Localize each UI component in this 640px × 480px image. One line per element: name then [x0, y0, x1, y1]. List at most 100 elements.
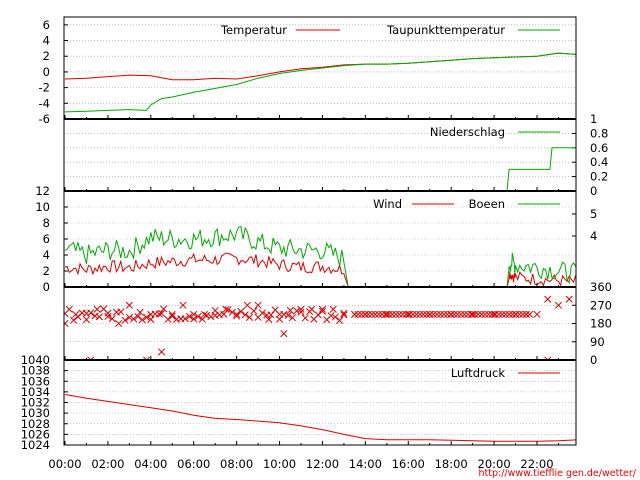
data-point: [243, 301, 251, 309]
data-point: [331, 313, 339, 321]
y-tick-label: -6: [39, 112, 50, 126]
y-tick-label: 1024: [21, 438, 50, 452]
y-tick-label: 6: [43, 232, 50, 246]
data-point: [416, 310, 424, 318]
footer-url[interactable]: http://www.tiefflie gen.de/wetter/: [479, 468, 637, 479]
legend-label: Temperatur: [220, 23, 287, 37]
data-point: [526, 310, 534, 318]
x-tick-label: 12:00: [306, 457, 339, 471]
data-point: [147, 315, 155, 323]
y-tick-label: 1036: [21, 374, 50, 388]
x-tick-label: 08:00: [220, 457, 253, 471]
y-tick-label: 8: [43, 216, 50, 230]
data-point: [467, 310, 475, 318]
data-point: [82, 316, 91, 324]
data-point: [484, 310, 493, 318]
data-point: [271, 306, 279, 314]
legend-label: Boeen: [469, 197, 505, 211]
data-point: [125, 313, 133, 322]
data-point: [502, 310, 510, 318]
data-point: [65, 305, 73, 313]
data-point: [402, 310, 410, 318]
data-point: [364, 310, 372, 318]
data-point: [222, 305, 230, 313]
x-tick-label: 22:00: [520, 457, 553, 471]
data-point: [203, 311, 211, 319]
y-tick-label: 4: [43, 34, 50, 48]
data-point: [512, 310, 520, 318]
y-tick-label: 1032: [21, 396, 50, 410]
data-point: [412, 310, 420, 318]
data-point: [399, 310, 407, 318]
y-tick-label: 4: [43, 248, 50, 262]
data-point: [460, 310, 469, 318]
data-point: [194, 312, 202, 321]
legend-label: Niederschlag: [430, 125, 505, 139]
y-tick-label: 10: [35, 200, 50, 214]
data-point: [419, 310, 427, 318]
data-point: [340, 309, 348, 317]
y-right-tick-label: 1: [590, 112, 597, 126]
data-point: [351, 310, 359, 318]
data-point: [164, 315, 172, 323]
data-point: [185, 312, 193, 321]
data-point: [318, 307, 327, 315]
data-point: [284, 311, 292, 319]
data-point: [233, 310, 241, 318]
data-point: [505, 310, 513, 318]
data-point: [250, 307, 258, 315]
data-point: [544, 356, 552, 360]
y-tick-label: 2: [43, 264, 50, 278]
data-point: [554, 301, 563, 309]
y-tick-label: 1028: [21, 417, 50, 431]
data-point: [508, 310, 517, 318]
data-point: [160, 305, 168, 313]
y-right-tick-label: 0.4: [590, 155, 608, 169]
y-tick-label: 6: [43, 18, 50, 32]
data-point: [134, 312, 142, 321]
data-point: [495, 310, 503, 318]
data-point: [136, 308, 144, 316]
data-point: [447, 310, 455, 318]
data-point: [522, 310, 530, 318]
data-point: [378, 310, 386, 318]
data-point: [117, 308, 125, 316]
data-point: [64, 319, 69, 328]
x-tick-label: 16:00: [392, 457, 425, 471]
data-point: [104, 309, 112, 317]
data-point: [381, 310, 390, 318]
legend-label: Luftdruck: [451, 366, 505, 380]
y-tick-label: 1038: [21, 364, 50, 378]
data-point: [286, 306, 294, 314]
data-point: [426, 310, 434, 318]
x-tick-label: 04:00: [134, 457, 167, 471]
data-point: [237, 307, 245, 316]
y-right-tick-label: 0: [590, 184, 597, 198]
legend-label: Wind: [373, 197, 402, 211]
data-point: [395, 310, 403, 318]
data-point: [306, 308, 314, 316]
data-point: [125, 301, 133, 309]
data-point: [157, 309, 166, 317]
y-tick-label: -2: [39, 81, 50, 95]
data-point: [108, 315, 116, 323]
panel-wind-direction: 360 270 180 90 0: [63, 280, 612, 367]
x-tick-label: 02:00: [91, 457, 124, 471]
data-point: [329, 305, 337, 313]
data-point: [474, 310, 482, 318]
data-point: [288, 314, 296, 322]
y-tick-label: 2: [43, 49, 50, 63]
data-point: [168, 312, 176, 320]
data-point: [301, 314, 309, 322]
data-point: [392, 310, 400, 318]
data-point: [297, 308, 305, 316]
data-point: [388, 310, 396, 318]
data-point: [577, 302, 583, 308]
series-line-boeen: [64, 225, 576, 287]
data-point: [336, 316, 344, 325]
data-point: [95, 313, 103, 321]
data-point: [142, 356, 151, 360]
series-line-taupunkttemperatur: [64, 52, 576, 113]
y-right-tick-label: 360: [590, 280, 612, 294]
